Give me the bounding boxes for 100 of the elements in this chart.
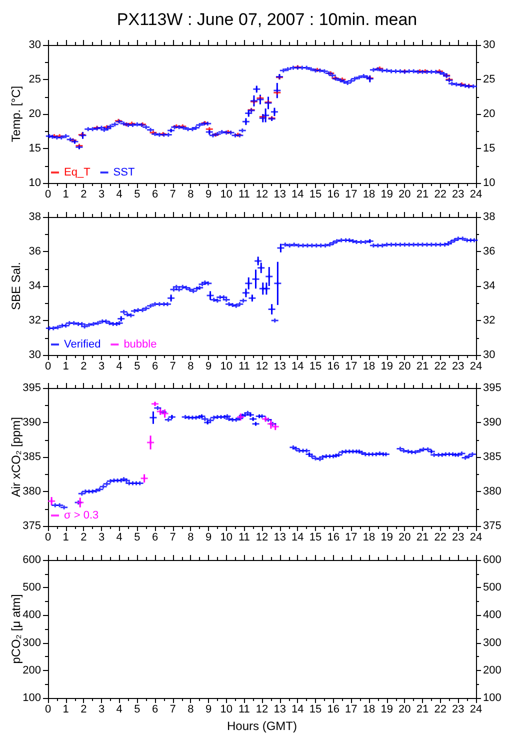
x-tick-label: 18 (362, 360, 376, 372)
y-axis-title: pCO₂ [μ atm] (9, 594, 23, 664)
x-tick-label: 2 (80, 188, 87, 200)
x-tick-label: 6 (152, 188, 158, 200)
y2-tick-label: 10 (483, 177, 496, 189)
x-tick-label: 6 (152, 532, 158, 544)
x-tick-label: 12 (256, 704, 268, 716)
x-tick-label: 4 (116, 360, 122, 372)
x-tick-label: 18 (362, 188, 376, 200)
x-tick-label: 11 (238, 704, 250, 716)
x-tick-label: 22 (434, 532, 446, 544)
x-tick-label: 19 (380, 188, 393, 200)
x-tick-label: 6 (152, 360, 158, 372)
y-tick-label: 390 (22, 416, 41, 428)
y-tick-label: 34 (28, 280, 41, 292)
chart-title: PX113W : June 07, 2007 : 10min. mean (116, 10, 418, 29)
x-tick-label: 20 (398, 532, 411, 544)
x-tick-label: 0 (44, 704, 52, 716)
x-tick-label: 7 (170, 360, 176, 372)
x-tick-label: 3 (98, 188, 105, 200)
x-tick-label: 16 (327, 704, 340, 716)
y-tick-label: 30 (28, 39, 41, 51)
y2-tick-label: 32 (483, 314, 496, 326)
x-tick-label: 24 (470, 360, 482, 372)
y-axis-title: SBE Sal. (9, 262, 23, 310)
y-tick-label: 385 (22, 451, 41, 463)
x-tick-label: 4 (116, 188, 122, 200)
x-tick-label: 7 (170, 532, 176, 544)
y-tick-label: 500 (22, 582, 41, 594)
x-axis-title: Hours (GMT) (227, 719, 297, 733)
x-tick-label: 20 (398, 704, 411, 716)
y-tick-label: 15 (28, 142, 41, 154)
x-tick-label: 1 (62, 188, 69, 200)
x-tick-label: 3 (98, 532, 105, 544)
x-tick-label: 16 (327, 360, 340, 372)
x-tick-label: 15 (309, 532, 322, 544)
x-tick-label: 13 (274, 532, 286, 544)
y2-tick-label: 15 (483, 142, 496, 154)
y-tick-label: 32 (28, 314, 41, 326)
y-tick-label: 10 (28, 177, 41, 189)
y2-tick-label: 390 (483, 416, 502, 428)
x-tick-label: 4 (116, 532, 122, 544)
y-tick-label: 38 (28, 211, 41, 223)
x-tick-label: 23 (452, 704, 464, 716)
y2-tick-label: 400 (483, 609, 502, 622)
x-tick-label: 12 (256, 360, 268, 372)
y2-tick-label: 380 (483, 486, 502, 498)
y2-tick-label: 100 (483, 692, 502, 704)
x-tick-label: 19 (380, 532, 393, 544)
x-tick-label: 8 (188, 532, 194, 544)
x-tick-label: 19 (380, 704, 393, 716)
x-tick-label: 24 (470, 704, 482, 716)
x-tick-label: 9 (205, 188, 212, 200)
x-tick-label: 10 (220, 704, 232, 716)
x-tick-label: 14 (292, 704, 304, 716)
y-tick-label: 100 (22, 692, 41, 704)
x-tick-label: 0 (44, 360, 52, 372)
x-tick-label: 20 (398, 188, 411, 200)
x-tick-label: 22 (434, 188, 446, 200)
y2-tick-label: 200 (483, 664, 502, 676)
x-tick-label: 12 (256, 188, 268, 200)
x-tick-label: 5 (134, 188, 140, 200)
y2-tick-label: 300 (483, 636, 502, 649)
x-tick-label: 21 (416, 532, 429, 544)
y2-tick-label: 38 (483, 211, 496, 223)
x-tick-label: 14 (292, 360, 304, 372)
x-tick-label: 13 (274, 188, 286, 200)
x-tick-label: 22 (434, 704, 446, 716)
x-tick-label: 6 (152, 704, 158, 716)
x-tick-label: 1 (62, 360, 69, 372)
x-tick-label: 10 (220, 360, 232, 372)
x-tick-label: 23 (452, 188, 464, 200)
x-tick-label: 1 (62, 532, 69, 544)
legend-label: Eq_T (64, 166, 91, 178)
y2-tick-label: 36 (483, 246, 496, 258)
x-tick-label: 3 (98, 360, 105, 372)
y-tick-label: 200 (22, 664, 41, 676)
x-tick-label: 20 (398, 360, 411, 372)
y2-tick-label: 600 (483, 554, 502, 566)
y-tick-label: 25 (28, 74, 41, 86)
x-tick-label: 14 (292, 188, 304, 200)
x-tick-label: 15 (309, 188, 322, 200)
x-tick-label: 17 (345, 360, 358, 372)
x-tick-label: 13 (274, 704, 286, 716)
x-tick-label: 21 (416, 188, 429, 200)
x-tick-label: 7 (170, 188, 176, 200)
y2-tick-label: 385 (483, 451, 502, 463)
x-tick-label: 17 (345, 188, 358, 200)
x-tick-label: 23 (452, 360, 464, 372)
y2-tick-label: 375 (483, 520, 502, 532)
x-tick-label: 5 (134, 532, 140, 544)
x-tick-label: 3 (98, 704, 105, 716)
x-tick-label: 16 (327, 532, 340, 544)
x-tick-label: 10 (220, 532, 232, 544)
x-tick-label: 24 (470, 532, 482, 544)
y2-tick-label: 34 (483, 280, 496, 292)
y2-tick-label: 30 (483, 349, 496, 361)
x-tick-label: 1 (62, 704, 69, 716)
y-axis-title: Temp. [°C] (9, 86, 23, 142)
y-tick-label: 20 (28, 108, 41, 120)
